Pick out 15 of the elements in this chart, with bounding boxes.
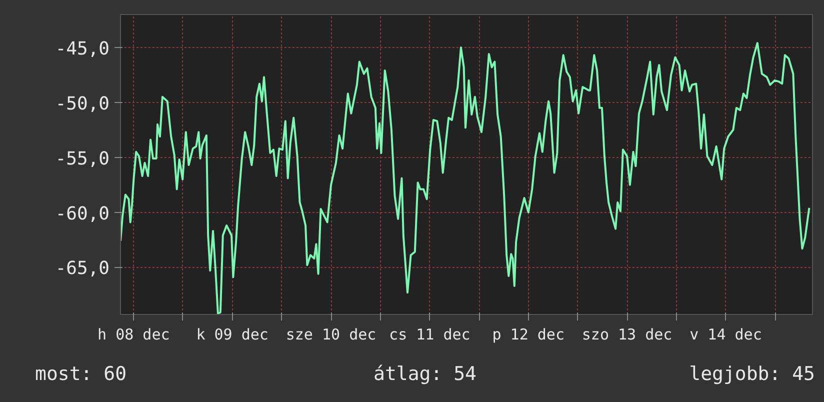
x-tick-label: sze 10 dec [286, 326, 376, 344]
text: legjobb: 45 [689, 362, 815, 387]
text: most: 60 [35, 362, 127, 387]
x-tick-label: h 08 dec [98, 326, 170, 344]
y-tick-label: -60,0 [55, 203, 110, 224]
x-tick-label: p 12 dec [492, 326, 565, 344]
x-tick-label: v 14 dec [690, 326, 762, 344]
y-tick-label: -45,0 [55, 38, 110, 60]
x-tick-label: cs 11 dec [389, 326, 470, 344]
x-tick-label: k 09 dec [196, 326, 268, 344]
y-tick-label: -65,0 [55, 258, 110, 280]
text: átlag: 54 [374, 362, 476, 387]
x-tick-label: szo 13 dec [582, 326, 672, 344]
y-tick-label: -55,0 [55, 148, 110, 170]
y-tick-label: -50,0 [55, 93, 110, 114]
